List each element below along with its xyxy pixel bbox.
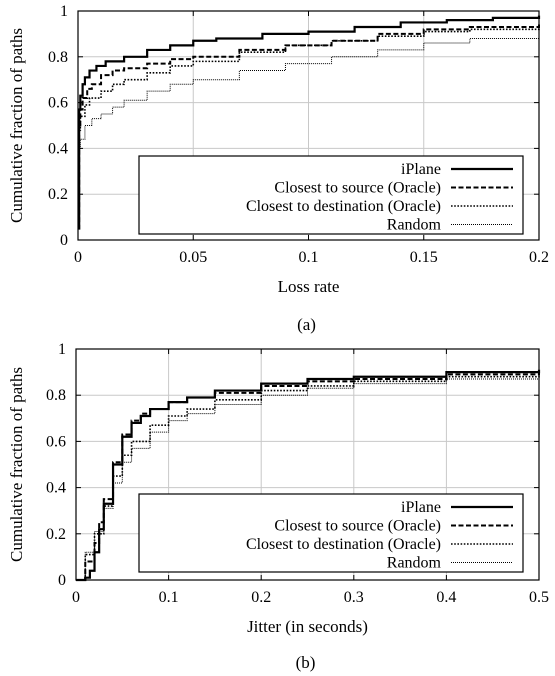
series-line-solid (78, 15, 541, 230)
legend: iPlane Closest to source (Oracle)Closest … (138, 155, 524, 235)
legend-label: Closest to source (Oracle) (274, 518, 441, 535)
y-axis-label: Cumulative fraction of paths (7, 28, 26, 223)
series-line-dashed (78, 22, 540, 230)
chart-a: 0 0.05 0.1 0.15 0.2 0 0.2 0.4 0.6 0.8 1 Loss rate Cu… (7, 3, 549, 334)
series-line-dotted (78, 24, 540, 230)
x-tick-label: 0.15 (410, 249, 438, 266)
legend-label: Closest to destination (Oracle) (246, 536, 441, 553)
series-line-thin (76, 376, 540, 581)
y-tick-label: 0 (58, 572, 66, 589)
y-axis-label: Cumulative fraction of paths (7, 367, 26, 562)
legend-label: Closest to destination (Oracle) (246, 198, 441, 215)
y-tick-label: 0 (60, 232, 68, 249)
y-tick-label: 0.2 (46, 526, 66, 543)
legend-label: iPlane (401, 499, 441, 516)
series-line-dashed (76, 372, 540, 581)
x-axis-label: Loss rate (278, 277, 340, 296)
y-tick-label: 0.4 (48, 140, 68, 157)
legend-label: Random (387, 217, 442, 234)
y-tick-label: 0.6 (46, 433, 66, 450)
x-tick-label: 0.1 (299, 249, 319, 266)
x-tick-label: 0.05 (179, 249, 207, 266)
y-tick-label: 0.4 (46, 480, 66, 497)
x-tick-label: 0.5 (529, 589, 549, 606)
y-tick-label: 1 (58, 341, 66, 358)
y-tick-label: 0.8 (48, 49, 68, 66)
legend-label: iPlane (401, 161, 441, 178)
x-axis-label: Jitter (in seconds) (247, 617, 368, 636)
y-tick-label: 0.6 (48, 95, 68, 112)
chart-b: 0 0.1 0.2 0.3 0.4 0.5 0 0.2 0.4 0.6 0.8 1 Jitter (in… (7, 341, 549, 672)
figure-caption: (a) (297, 315, 316, 334)
series-line-dotted (76, 374, 540, 581)
figure-caption: (b) (296, 653, 316, 672)
x-tick-label: 0 (72, 589, 80, 606)
x-tick-label: 0.1 (159, 589, 179, 606)
y-tick-label: 0.8 (46, 387, 66, 404)
legend-label: Closest to source (Oracle) (274, 180, 441, 197)
legend: iPlane Closest to source (Oracle)Closest … (138, 493, 524, 573)
x-tick-label: 0.2 (251, 589, 271, 606)
y-tick-label: 1 (60, 3, 68, 20)
x-tick-label: 0.4 (436, 589, 456, 606)
y-tick-label: 0.2 (48, 186, 68, 203)
x-tick-label: 0 (74, 249, 82, 266)
legend-label: Random (387, 555, 442, 572)
x-tick-label: 0.3 (344, 589, 364, 606)
plot-frame (75, 348, 540, 581)
x-tick-label: 0.2 (529, 249, 549, 266)
